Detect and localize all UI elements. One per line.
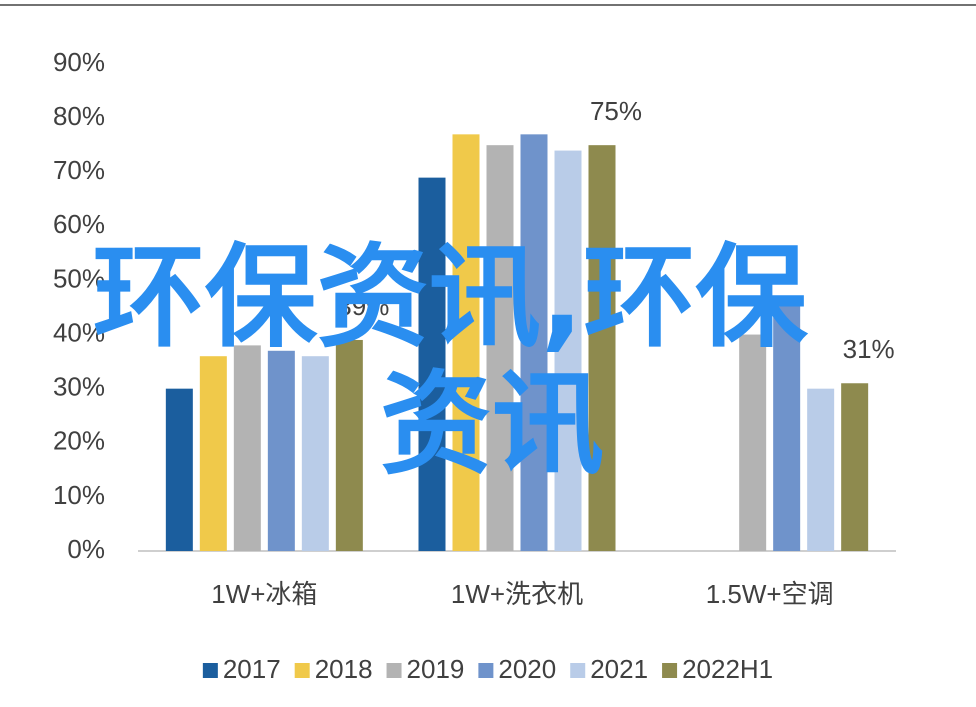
y-tick-label: 90% <box>53 47 105 77</box>
data-label: 75% <box>590 96 642 126</box>
bar <box>554 150 582 552</box>
y-tick-label: 80% <box>53 101 105 131</box>
x-tick-label: 1W+洗衣机 <box>451 579 583 609</box>
bar <box>486 145 514 551</box>
bar <box>588 145 616 551</box>
x-tick-label: 1.5W+空调 <box>706 579 834 609</box>
y-tick-label: 50% <box>53 263 105 293</box>
bar <box>199 356 227 551</box>
bar <box>841 383 869 551</box>
bar <box>418 177 446 551</box>
x-tick-label: 1W+冰箱 <box>211 579 317 609</box>
data-label: 39% <box>337 291 389 321</box>
legend-swatch <box>662 663 678 678</box>
legend-swatch <box>202 663 218 678</box>
bar <box>773 296 801 551</box>
bar <box>233 345 261 551</box>
bar <box>301 356 329 551</box>
bar <box>267 350 295 551</box>
bar <box>807 388 835 551</box>
legend-label: 2020 <box>498 654 556 684</box>
legend-label: 2021 <box>590 654 648 684</box>
bar <box>335 339 363 551</box>
legend-label: 2018 <box>315 654 373 684</box>
data-label: 31% <box>843 334 895 364</box>
legend-label: 2019 <box>407 654 465 684</box>
legend-swatch <box>570 663 586 678</box>
y-tick-label: 60% <box>53 209 105 239</box>
bar <box>739 334 767 551</box>
legend-label: 2017 <box>223 654 281 684</box>
legend-swatch <box>478 663 494 678</box>
y-tick-label: 0% <box>67 534 105 564</box>
legend-swatch <box>386 663 402 678</box>
y-tick-label: 10% <box>53 480 105 510</box>
bar <box>520 134 548 551</box>
y-tick-label: 30% <box>53 372 105 402</box>
legend-swatch <box>294 663 310 678</box>
watermark: 环保资讯,环保 <box>93 233 809 363</box>
bar <box>452 134 480 551</box>
y-tick-label: 70% <box>53 155 105 185</box>
y-tick-label: 40% <box>53 317 105 347</box>
bar <box>165 388 193 551</box>
legend-label: 2022H1 <box>682 654 773 684</box>
y-tick-label: 20% <box>53 426 105 456</box>
watermark: 资讯 <box>380 360 604 490</box>
